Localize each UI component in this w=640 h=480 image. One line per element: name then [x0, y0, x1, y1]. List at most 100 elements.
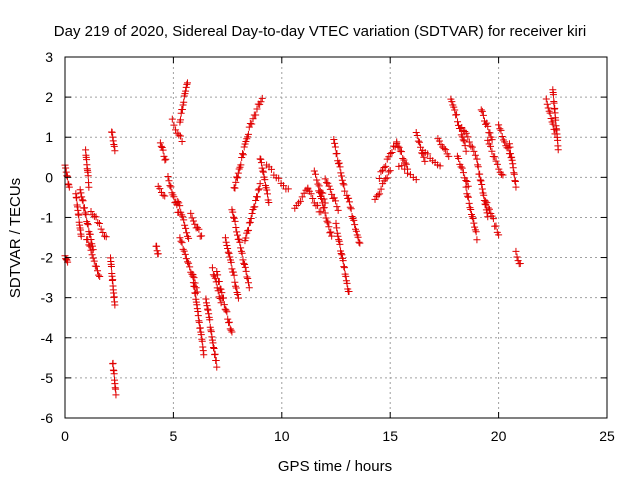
- data-point: [512, 247, 520, 255]
- data-point: [412, 176, 420, 184]
- data-point: [161, 156, 169, 164]
- data-point: [380, 163, 388, 171]
- data-point: [355, 238, 363, 246]
- data-point: [172, 126, 180, 134]
- data-point: [544, 104, 552, 112]
- data-point: [549, 120, 557, 128]
- data-point: [398, 162, 406, 170]
- y-tick-label: 2: [45, 89, 53, 105]
- data-point: [179, 213, 187, 221]
- data-point: [336, 240, 344, 248]
- data-point: [377, 185, 385, 193]
- data-point: [85, 183, 93, 191]
- data-point: [225, 249, 233, 257]
- data-point: [183, 229, 191, 237]
- data-point: [334, 160, 342, 168]
- data-point: [233, 173, 241, 181]
- data-point: [92, 213, 100, 221]
- data-point: [157, 142, 165, 150]
- data-point: [76, 186, 84, 194]
- data-point: [208, 333, 216, 341]
- data-point: [243, 273, 251, 281]
- data-point: [186, 263, 194, 271]
- data-point: [510, 169, 518, 177]
- data-point: [511, 177, 519, 185]
- data-point: [484, 204, 492, 212]
- data-point: [230, 271, 238, 279]
- data-point: [374, 191, 382, 199]
- data-point: [213, 268, 221, 276]
- data-point: [240, 259, 248, 267]
- data-point: [457, 163, 465, 171]
- data-point: [324, 179, 332, 187]
- data-point: [488, 136, 496, 144]
- data-point: [227, 326, 235, 334]
- data-point: [284, 185, 292, 193]
- data-point: [248, 120, 256, 128]
- data-point: [78, 193, 86, 201]
- data-point: [159, 191, 167, 199]
- data-point: [209, 339, 217, 347]
- data-point: [181, 250, 189, 258]
- data-point: [545, 107, 553, 115]
- data-point: [326, 229, 334, 237]
- x-tick-label: 25: [599, 428, 615, 444]
- data-point: [238, 249, 246, 257]
- data-point: [485, 205, 493, 213]
- data-point: [110, 141, 118, 149]
- data-point: [492, 222, 500, 230]
- data-point: [109, 133, 117, 141]
- data-point: [468, 143, 476, 151]
- data-point: [237, 247, 245, 255]
- data-point: [89, 254, 97, 262]
- data-point: [247, 215, 255, 223]
- data-point: [492, 157, 500, 165]
- data-point: [314, 180, 322, 188]
- data-point: [109, 276, 117, 284]
- data-point: [393, 138, 401, 146]
- data-point: [325, 182, 333, 190]
- data-point: [195, 225, 203, 233]
- data-point: [477, 106, 485, 114]
- data-point: [176, 234, 184, 242]
- data-point: [505, 140, 513, 148]
- data-point: [334, 232, 342, 240]
- data-point: [204, 306, 212, 314]
- data-point: [484, 122, 492, 130]
- y-tick-label: -4: [41, 330, 54, 346]
- data-point: [228, 328, 236, 336]
- data-point: [237, 244, 245, 252]
- data-point: [497, 126, 505, 134]
- data-point: [316, 189, 324, 197]
- data-point: [309, 194, 317, 202]
- data-point: [473, 236, 481, 244]
- data-point: [424, 150, 432, 158]
- data-point: [97, 225, 105, 233]
- data-point: [488, 147, 496, 155]
- data-point: [170, 193, 178, 201]
- data-point: [481, 200, 489, 208]
- data-point: [340, 181, 348, 189]
- data-point: [88, 251, 96, 259]
- data-point: [190, 283, 198, 291]
- data-point: [177, 109, 185, 117]
- data-point: [200, 351, 208, 359]
- data-point: [218, 289, 226, 297]
- data-point: [257, 155, 265, 163]
- data-point: [102, 233, 110, 241]
- data-point: [108, 128, 116, 136]
- data-point: [178, 138, 186, 146]
- y-tick-label: 3: [45, 49, 53, 65]
- data-point: [174, 197, 182, 205]
- data-point: [160, 152, 168, 160]
- data-point: [230, 213, 238, 221]
- data-point: [343, 191, 351, 199]
- data-point: [177, 237, 185, 245]
- data-point: [244, 279, 252, 287]
- data-point: [482, 197, 490, 205]
- data-point: [156, 139, 164, 147]
- data-point: [211, 350, 219, 358]
- y-tick-label: 0: [45, 169, 53, 185]
- data-point: [346, 203, 354, 211]
- data-point: [234, 169, 242, 177]
